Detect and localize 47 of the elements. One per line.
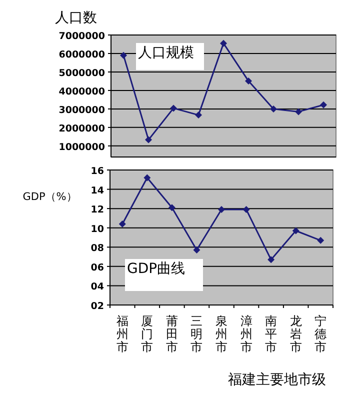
point [220,40,227,47]
point [170,104,177,112]
point [320,101,327,108]
y-tick-label: 08 [90,243,104,254]
y-tick-label: 4000000 [58,86,106,98]
x-tick-label: 泉州市 [216,314,228,354]
x-tick-label: 龙岩市 [290,314,302,354]
point [118,220,126,228]
point [145,136,152,144]
x-tick-label: 三明市 [190,314,203,354]
point [245,78,252,85]
y-axis-title: GDP（%） [22,191,78,203]
x-tick-label: 宁德市 [314,314,327,354]
y-tick-label: 12 [90,204,104,216]
y-tick-label: 2000000 [58,123,106,134]
x-tick-label: 南平市 [265,314,278,354]
annotation: 人口规模 [138,45,194,61]
x-tick-label: 厦门市 [141,314,154,354]
x-tick-label: 福州市 [116,314,128,354]
point [193,246,200,254]
y-tick-label: 5000000 [58,68,106,79]
y-tick-label: 3000000 [58,104,106,116]
point [317,236,324,244]
point [295,108,302,116]
x-axis-title: 福建主要地市级 [228,372,326,388]
y-tick-label: 16 [90,166,104,177]
x-tick-label: 漳州市 [240,314,252,354]
point [242,206,250,214]
y-tick-label: 06 [90,262,104,274]
point [268,256,275,264]
point [218,206,225,214]
point [195,112,202,119]
point [292,227,300,234]
x-tick-label: 莆田市 [166,314,178,354]
y-tick-label: 04 [90,282,104,293]
y-tick-label: 14 [90,185,104,196]
point [270,105,277,112]
y-tick-label: 7000000 [58,31,106,42]
y-tick-label: 6000000 [58,49,106,60]
y-tick-label: 10 [90,224,104,235]
y-axis-title: 人口数 [55,10,97,26]
y-tick-label: 02 [90,301,104,312]
point [168,204,176,212]
annotation: GDP曲线 [127,261,186,277]
y-tick-label: 1000000 [58,142,106,153]
point [120,52,127,59]
point [144,174,151,182]
